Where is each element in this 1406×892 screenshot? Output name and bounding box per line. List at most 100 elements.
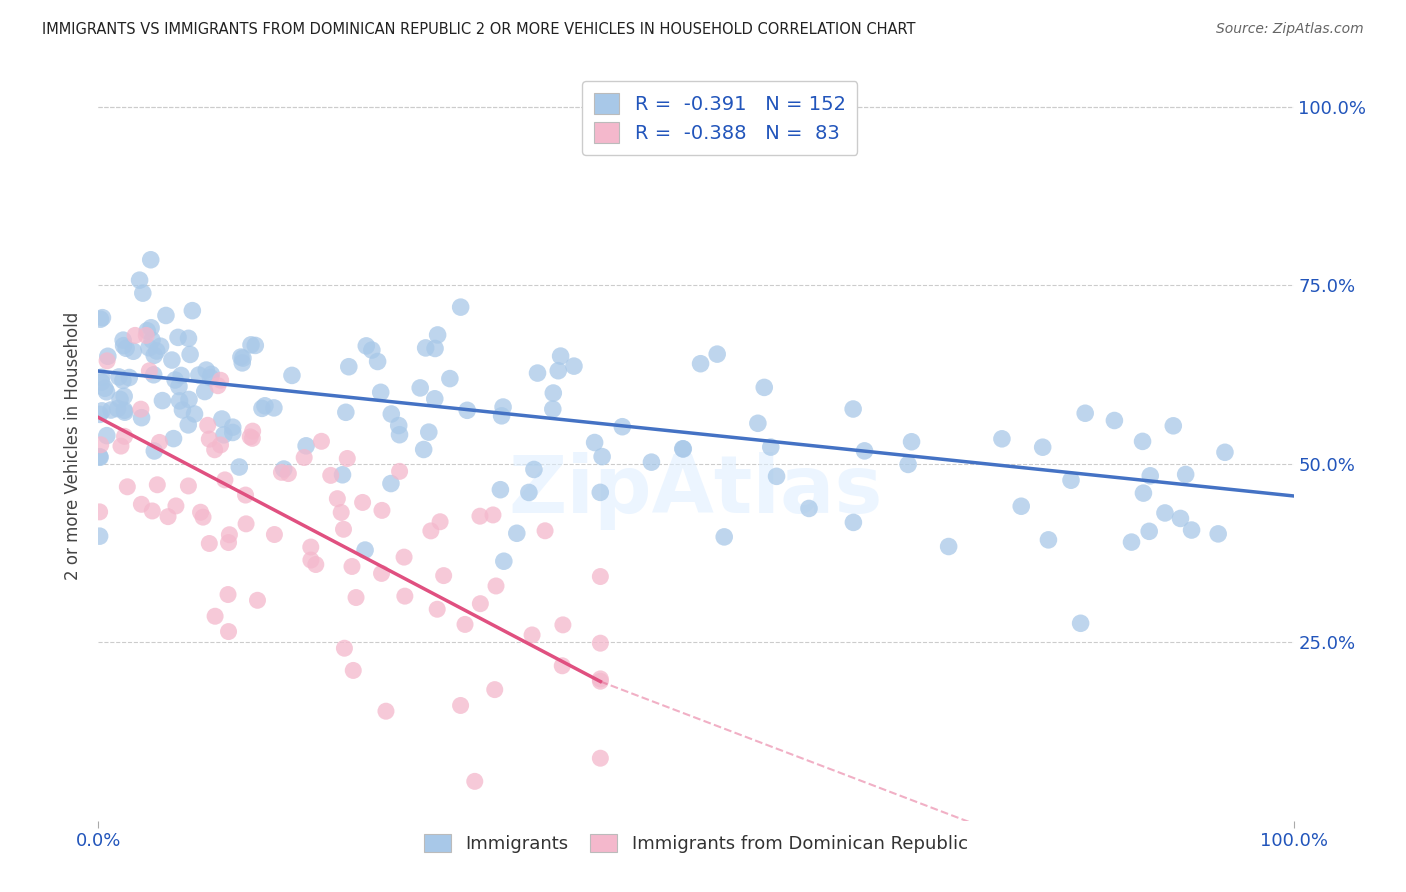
Point — [426, 602, 449, 616]
Point — [342, 664, 364, 678]
Point — [170, 368, 193, 383]
Point — [326, 491, 349, 506]
Point — [426, 327, 449, 342]
Point — [204, 442, 226, 457]
Point — [672, 442, 695, 456]
Point — [464, 774, 486, 789]
Point — [394, 589, 416, 603]
Point — [108, 370, 131, 384]
Point — [360, 343, 382, 357]
Point — [292, 450, 315, 465]
Point — [336, 451, 359, 466]
Point — [89, 450, 111, 464]
Point — [1074, 406, 1097, 420]
Point — [89, 312, 111, 326]
Point — [200, 370, 222, 384]
Point — [209, 373, 232, 387]
Point — [332, 467, 354, 482]
Point — [181, 303, 204, 318]
Point — [222, 420, 245, 434]
Point — [754, 380, 776, 394]
Point — [419, 524, 441, 538]
Point — [118, 370, 141, 384]
Point — [415, 341, 437, 355]
Point — [713, 530, 735, 544]
Point — [454, 617, 477, 632]
Point — [157, 509, 180, 524]
Point — [485, 579, 508, 593]
Point — [759, 440, 782, 454]
Point — [388, 427, 411, 442]
Point — [523, 462, 546, 476]
Point — [295, 439, 318, 453]
Point — [517, 485, 540, 500]
Point — [380, 476, 402, 491]
Point — [177, 479, 200, 493]
Point — [589, 569, 612, 583]
Point — [167, 379, 190, 393]
Point — [89, 450, 111, 465]
Point — [198, 536, 221, 550]
Point — [1154, 506, 1177, 520]
Point — [491, 409, 513, 423]
Point — [1213, 445, 1236, 459]
Point — [128, 273, 150, 287]
Point — [135, 328, 157, 343]
Point — [333, 641, 356, 656]
Point — [143, 348, 166, 362]
Point — [90, 370, 112, 384]
Point — [177, 331, 200, 345]
Point — [380, 407, 402, 421]
Point — [370, 385, 392, 400]
Point — [160, 353, 183, 368]
Point — [108, 392, 131, 407]
Point — [543, 386, 565, 401]
Point — [124, 328, 146, 343]
Point — [145, 344, 167, 359]
Point — [131, 497, 153, 511]
Point — [492, 400, 515, 414]
Point — [96, 428, 118, 442]
Point — [583, 435, 606, 450]
Point — [273, 462, 295, 476]
Point — [240, 338, 263, 352]
Point — [526, 366, 548, 380]
Point — [190, 505, 212, 519]
Point — [439, 371, 461, 385]
Point — [747, 417, 769, 431]
Point — [117, 480, 139, 494]
Point — [1170, 511, 1192, 525]
Y-axis label: 2 or more Vehicles in Household: 2 or more Vehicles in Household — [65, 312, 83, 580]
Point — [228, 460, 250, 475]
Point — [250, 401, 273, 416]
Point — [97, 349, 120, 363]
Point — [541, 402, 564, 417]
Point — [340, 559, 363, 574]
Point — [299, 540, 322, 554]
Point — [179, 347, 201, 361]
Point — [429, 515, 451, 529]
Point — [1132, 486, 1154, 500]
Point — [765, 469, 787, 483]
Point — [132, 286, 155, 301]
Point — [209, 438, 232, 452]
Point — [235, 488, 257, 502]
Point — [689, 357, 711, 371]
Point — [115, 341, 138, 355]
Point — [91, 310, 114, 325]
Point — [195, 363, 218, 377]
Point — [1174, 467, 1197, 482]
Point — [1161, 418, 1184, 433]
Point — [562, 359, 585, 373]
Point — [149, 339, 172, 353]
Point — [177, 417, 200, 432]
Point — [148, 435, 170, 450]
Point — [191, 510, 214, 524]
Point — [991, 432, 1014, 446]
Point — [218, 624, 240, 639]
Point — [94, 381, 117, 395]
Point — [89, 408, 111, 422]
Point — [423, 392, 446, 406]
Point — [263, 401, 285, 415]
Point — [506, 526, 529, 541]
